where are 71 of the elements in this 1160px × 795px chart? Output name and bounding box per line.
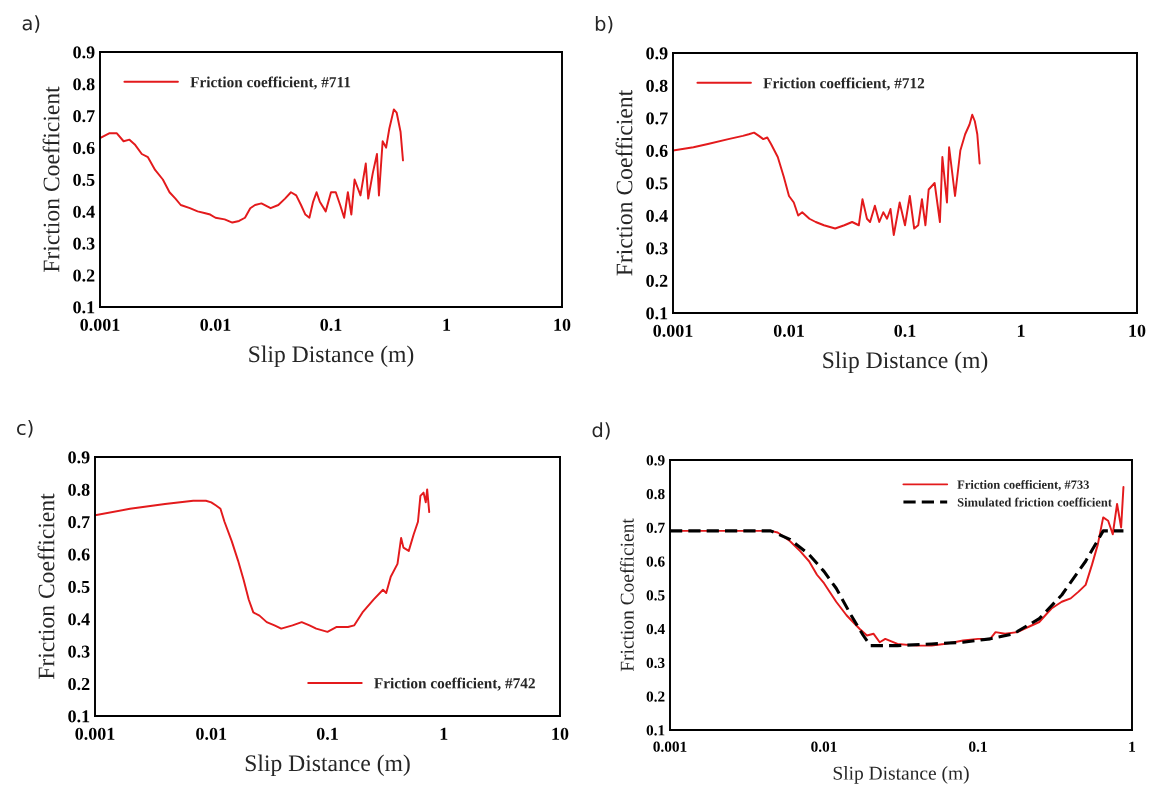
y-tick-label: 0.3 (646, 242, 668, 255)
y-tick-label: 0.4 (646, 209, 668, 223)
x-tick-label: 0.01 (196, 727, 227, 740)
x-tick-label: 10 (552, 727, 569, 740)
x-axis-title: Slip Distance (m) (823, 351, 988, 374)
legend-label: Simulated friction coefficient (957, 497, 1112, 507)
legend-label: Friction coefficient, #712 (763, 77, 925, 91)
y-tick-label: 0.2 (73, 269, 95, 282)
x-tick-label: 0.1 (894, 324, 916, 337)
y-tick-label: 0.7 (68, 516, 90, 529)
y-tick-label: 0.6 (73, 141, 95, 155)
y-tick-label: 0.7 (73, 110, 95, 123)
y-tick-label: 0.8 (646, 488, 665, 500)
x-tick-label: 0.1 (316, 727, 338, 740)
y-tick-label: 0.1 (646, 307, 668, 320)
y-tick-label: 0.6 (646, 556, 665, 567)
y-tick-label: 0.5 (646, 177, 668, 190)
y-tick-label: 0.8 (646, 79, 668, 93)
y-tick-label: 0.9 (73, 46, 95, 59)
y-tick-label: 0.9 (646, 455, 665, 466)
x-tick-label: 0.001 (653, 741, 687, 752)
x-axis-title: Slip Distance (m) (833, 766, 969, 784)
x-tick-label: 0.001 (80, 318, 120, 331)
y-axis-title: Friction Coefficient (37, 493, 55, 680)
y-tick-label: 0.5 (68, 580, 90, 594)
y-tick-label: 0.6 (68, 548, 90, 561)
x-tick-label: 1 (1129, 741, 1136, 752)
y-tick-label: 0.6 (646, 144, 668, 158)
y-tick-label: 0.2 (646, 274, 668, 288)
y-axis-title: Friction Coefficient (42, 86, 60, 273)
y-tick-label: 0.3 (646, 657, 665, 669)
chart-title: b) (595, 15, 613, 34)
x-tick-label: 10 (1129, 324, 1146, 337)
x-tick-label: 0.01 (200, 318, 231, 331)
x-tick-label: 0.001 (75, 727, 115, 740)
y-tick-label: 0.4 (646, 623, 665, 635)
x-tick-label: 1 (443, 318, 451, 331)
chart-title: c) (17, 420, 33, 438)
y-tick-label: 0.2 (646, 691, 665, 702)
y-tick-label: 0.4 (68, 613, 90, 626)
x-axis-title: Slip Distance (m) (245, 754, 410, 777)
y-tick-label: 0.8 (68, 483, 90, 496)
x-tick-label: 1 (440, 727, 448, 740)
y-tick-label: 0.8 (73, 78, 95, 91)
y-tick-label: 0.1 (68, 710, 90, 723)
chart-title: d) (592, 422, 610, 440)
x-tick-label: 0.001 (653, 324, 693, 337)
y-tick-label: 0.1 (73, 301, 95, 314)
chart-title: a) (22, 15, 40, 33)
y-tick-label: 0.4 (73, 205, 95, 218)
y-tick-label: 0.5 (646, 590, 665, 601)
legend-label: Friction coefficient, #742 (374, 677, 535, 691)
y-axis-title: Friction Coefficient (619, 518, 634, 672)
y-tick-label: 0.9 (646, 47, 668, 60)
x-tick-label: 1 (1017, 324, 1025, 337)
y-tick-label: 0.7 (646, 112, 668, 125)
y-tick-label: 0.3 (68, 645, 90, 658)
x-tick-label: 0.1 (320, 318, 342, 331)
y-tick-label: 0.9 (68, 451, 90, 464)
legend-label: Friction coefficient, #733 (957, 479, 1089, 491)
y-tick-label: 0.3 (73, 237, 95, 250)
x-tick-label: 0.01 (811, 741, 837, 752)
y-tick-label: 0.7 (646, 522, 665, 534)
y-axis-title: Friction Coefficient (615, 89, 633, 276)
x-tick-label: 10 (554, 318, 571, 331)
x-tick-label: 0.01 (773, 324, 804, 337)
y-tick-label: 0.2 (68, 677, 90, 691)
legend-label: Friction coefficient, #711 (190, 76, 351, 90)
y-tick-label: 0.5 (73, 173, 95, 187)
x-axis-title: Slip Distance (m) (249, 345, 414, 368)
x-tick-label: 0.1 (969, 741, 987, 752)
